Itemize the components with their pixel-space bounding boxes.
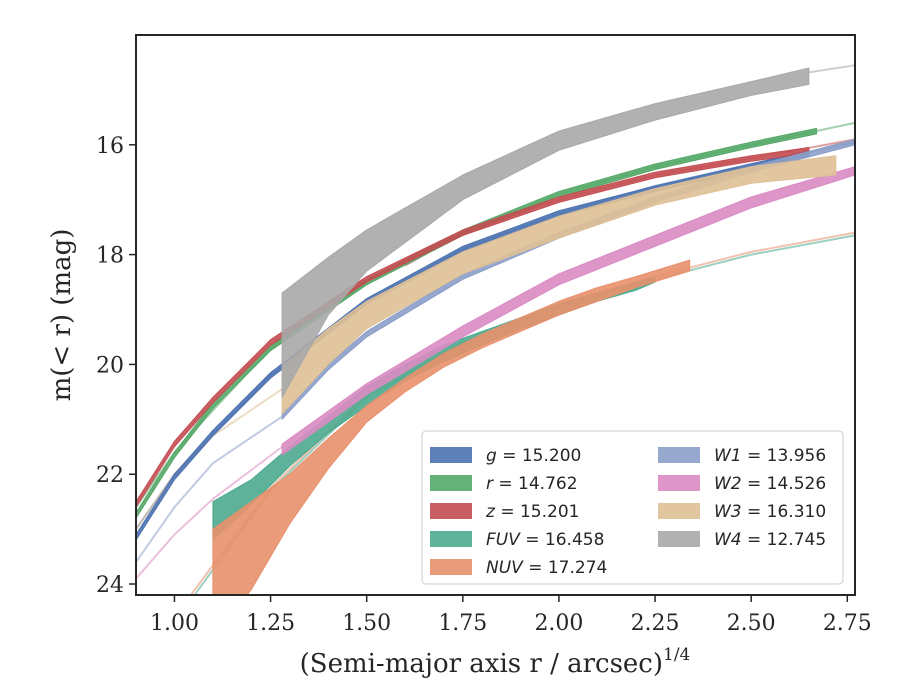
- model-curve-w1: [136, 415, 283, 563]
- y-tick-label: 22: [96, 463, 124, 488]
- x-axis-ticks: 1.00 1.25 1.50 1.75 2.00 2.25 2.50 2.75: [150, 595, 872, 636]
- y-axis-label: m(< r) (mag): [47, 229, 77, 402]
- y-axis-ticks: 16 18 20 22 24: [96, 134, 136, 598]
- legend-swatch-w2: [658, 475, 700, 491]
- x-tick-label: 2.75: [823, 611, 872, 636]
- legend-swatch-w1: [658, 447, 700, 463]
- legend-swatch-nuv: [430, 559, 472, 575]
- legend-swatch-z: [430, 503, 472, 519]
- legend-swatch-r: [430, 475, 472, 491]
- x-axis-label: (Semi-major axis r / arcsec)1/4: [300, 645, 691, 679]
- band-w4: [281, 67, 810, 398]
- legend-label-r: r = 14.762: [486, 474, 578, 494]
- band-w3: [281, 155, 837, 415]
- x-tick-label: 1.75: [438, 611, 487, 636]
- legend-swatch-w4: [658, 531, 700, 547]
- legend-label-nuv: NUV = 17.274: [486, 558, 607, 578]
- legend-label-fuv: FUV = 16.458: [486, 530, 604, 550]
- x-tick-label: 2.25: [631, 611, 680, 636]
- legend: g = 15.200 r = 14.762 z = 15.201 FUV = 16.4…: [421, 430, 844, 585]
- y-tick-label: 24: [96, 573, 124, 598]
- band-w2: [281, 166, 855, 456]
- x-axis-label-text: (Semi-major axis r / arcsec): [300, 649, 663, 679]
- x-tick-label: 1.50: [342, 611, 391, 636]
- band-w1: [281, 138, 855, 420]
- legend-entries: g = 15.200 r = 14.762 z = 15.201 FUV = 16.4…: [430, 446, 826, 578]
- legend-box: [421, 430, 844, 585]
- x-axis-label-superscript: 1/4: [663, 645, 690, 665]
- y-tick-label: 16: [96, 134, 124, 159]
- x-tick-label: 1.25: [246, 611, 295, 636]
- legend-label-g: g = 15.200: [486, 446, 581, 466]
- model-curve-w2: [136, 445, 283, 580]
- legend-label-w4: W4 = 12.745: [714, 530, 826, 550]
- legend-label-w1: W1 = 13.956: [714, 446, 826, 466]
- y-tick-label: 20: [96, 353, 124, 378]
- legend-swatch-w3: [658, 503, 700, 519]
- x-tick-label: 2.50: [727, 611, 776, 636]
- legend-label-w3: W3 = 16.310: [714, 502, 826, 522]
- x-tick-label: 2.00: [534, 611, 583, 636]
- legend-label-w2: W2 = 14.526: [714, 474, 826, 494]
- legend-swatch-g: [430, 447, 472, 463]
- data-bands: [136, 67, 855, 595]
- legend-label-z: z = 15.201: [485, 502, 579, 522]
- x-tick-label: 1.00: [150, 611, 199, 636]
- plot-frame: [135, 34, 856, 596]
- y-tick-label: 18: [96, 244, 124, 269]
- model-curve-w4: [808, 64, 855, 74]
- legend-swatch-fuv: [430, 531, 472, 547]
- band-nuv: [212, 259, 691, 595]
